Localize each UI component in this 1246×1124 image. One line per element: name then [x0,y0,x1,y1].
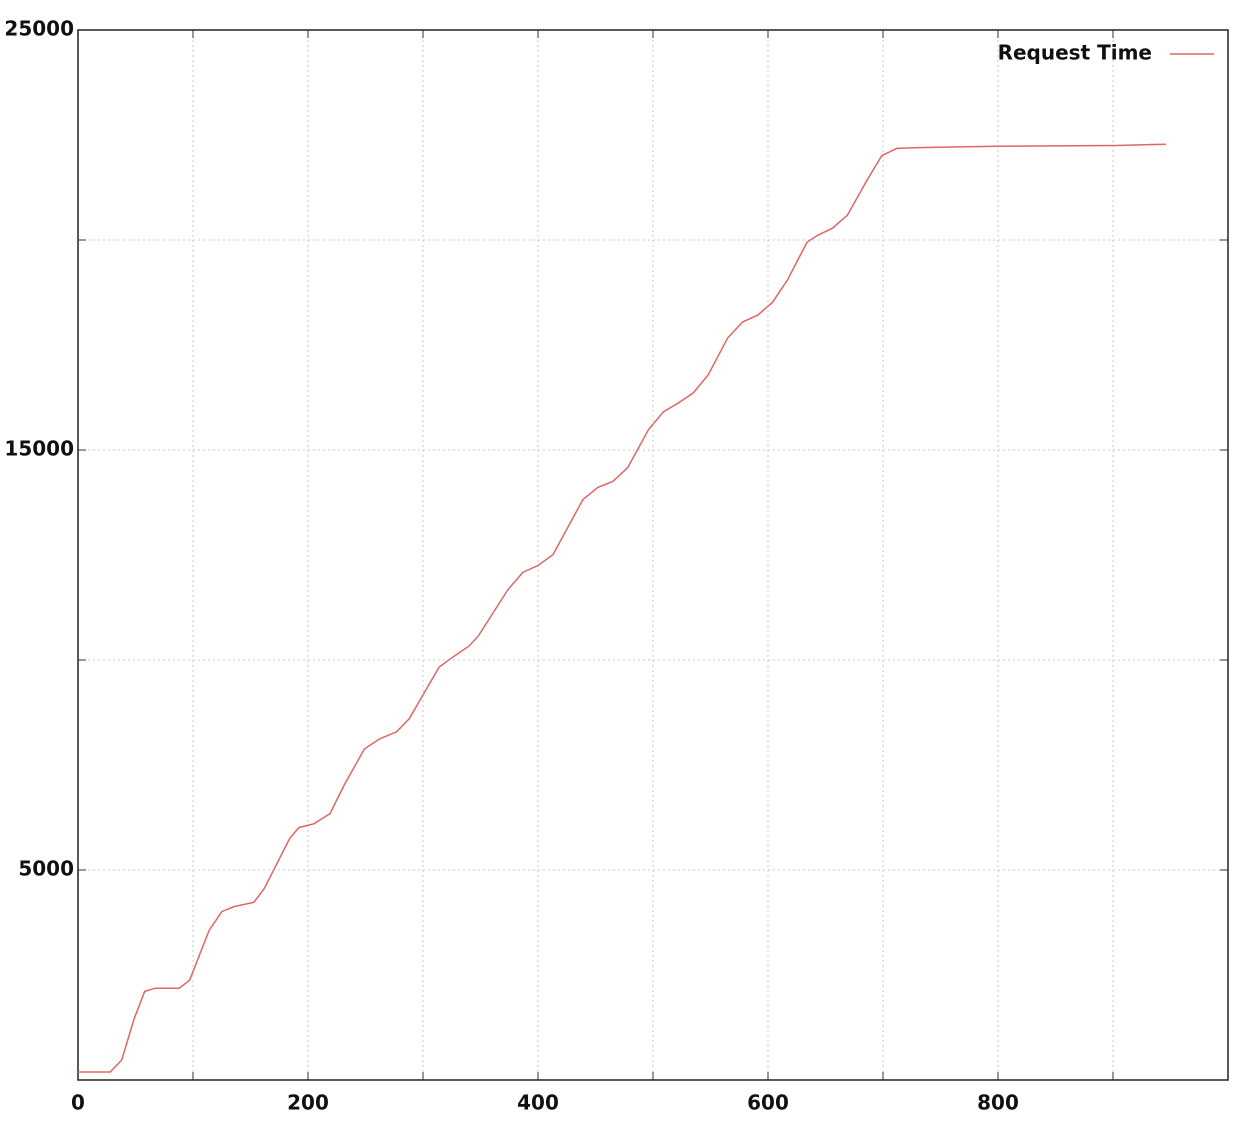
x-tick-label: 800 [977,1091,1019,1115]
y-tick-label: 25000 [4,17,74,41]
plot-frame [77,29,1229,1081]
legend-label: Request Time [998,41,1152,65]
data-line [78,143,1166,1073]
x-tick-label: 600 [747,1091,789,1115]
x-tick-label: 200 [287,1091,329,1115]
x-tick-label: 0 [71,1091,85,1115]
x-tick-label: 400 [517,1091,559,1115]
y-tick-label: 5000 [18,857,74,881]
y-tick-label: 15000 [4,437,74,461]
